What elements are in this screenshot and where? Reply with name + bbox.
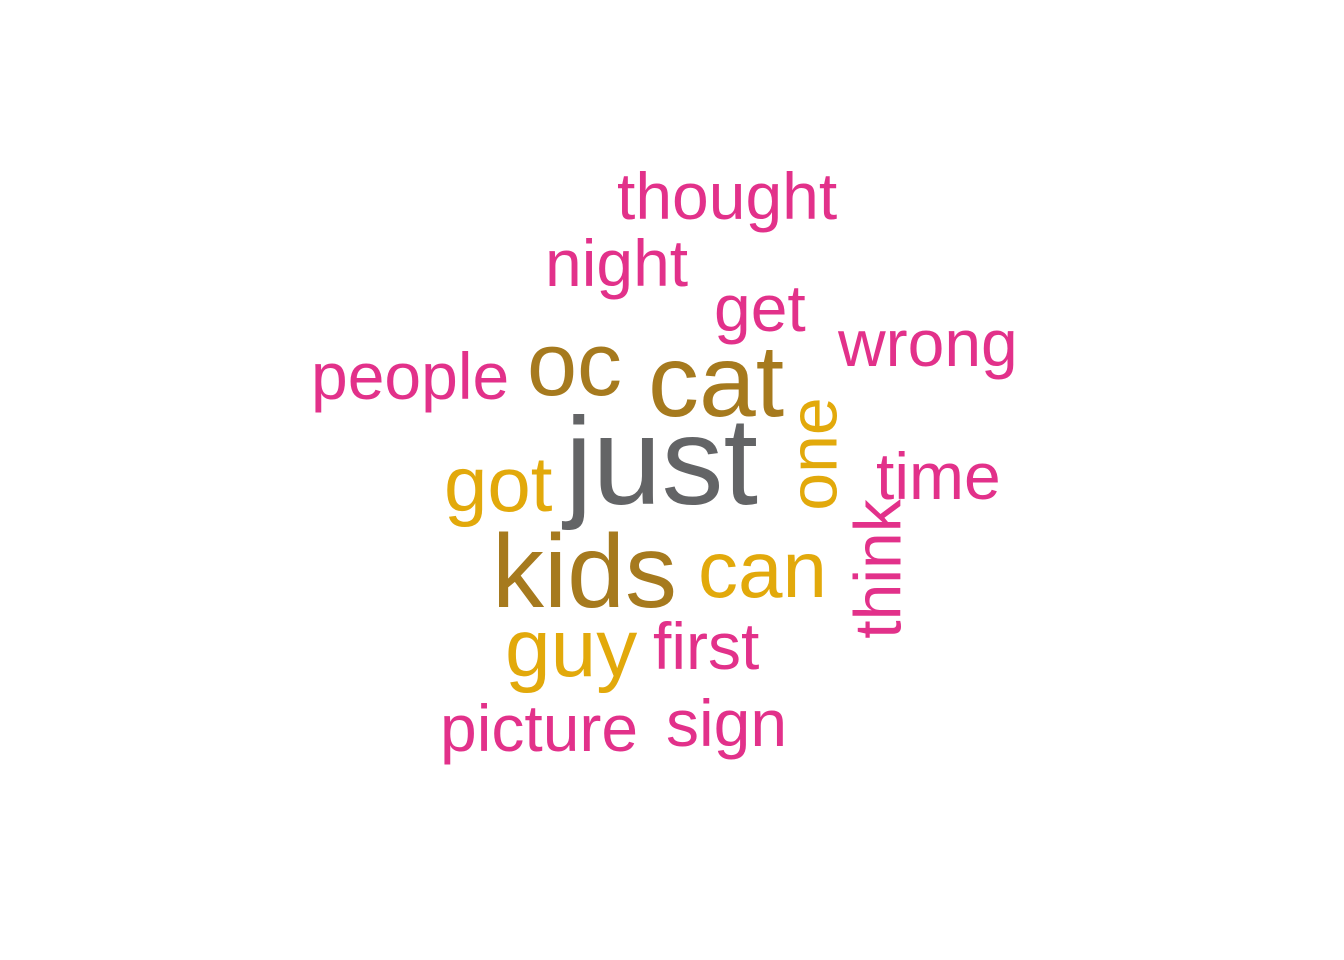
word-get: get	[714, 271, 806, 345]
word-just: just	[565, 393, 758, 531]
word-picture: picture	[440, 691, 639, 765]
word-think: think	[840, 499, 915, 639]
word-sign: sign	[666, 686, 788, 760]
word-night: night	[545, 226, 689, 300]
word-kids: kids	[492, 514, 677, 630]
word-guy: guy	[505, 603, 638, 694]
word-people: people	[311, 339, 510, 413]
word-first: first	[653, 609, 760, 683]
word-time: time	[876, 439, 1001, 513]
word-one: one	[775, 397, 852, 511]
word-thought: thought	[617, 159, 838, 233]
word-can: can	[698, 525, 827, 614]
word-cat: cat	[648, 324, 785, 438]
word-wrong: wrong	[838, 306, 1018, 380]
word-got: got	[444, 440, 553, 528]
word-oc: oc	[527, 315, 623, 415]
